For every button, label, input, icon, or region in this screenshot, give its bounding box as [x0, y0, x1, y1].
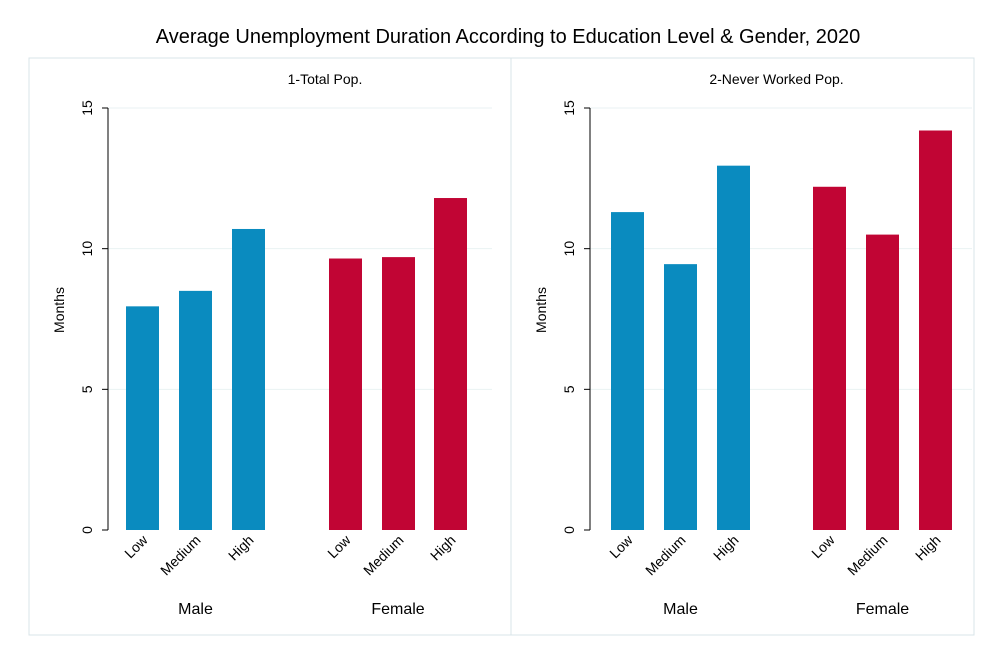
x-category-label: Medium [844, 532, 891, 579]
y-tick-label: 5 [561, 385, 577, 393]
x-category-label: High [912, 532, 944, 564]
group-label-male: Male [663, 601, 698, 618]
group-label-female: Female [856, 601, 909, 618]
x-category-label: Medium [642, 532, 689, 579]
y-tick-label: 0 [561, 526, 577, 534]
y-axis-label: Months [51, 287, 67, 333]
bar-female-medium [866, 234, 899, 530]
group-label-male: Male [178, 601, 213, 618]
bar-male-low [126, 306, 159, 530]
x-category-label: Medium [157, 532, 204, 579]
y-tick-label: 15 [79, 100, 95, 116]
bar-female-medium [382, 257, 415, 530]
x-category-label: High [427, 532, 459, 564]
bar-female-high [919, 130, 952, 531]
x-category-label: High [225, 532, 257, 564]
group-label-female: Female [371, 601, 424, 618]
x-category-label: Low [606, 531, 636, 561]
x-category-label: Low [324, 531, 354, 561]
x-category-label: Low [808, 531, 838, 561]
y-tick-label: 10 [79, 241, 95, 257]
bar-male-low [611, 212, 644, 531]
x-category-label: High [710, 532, 742, 564]
y-tick-label: 10 [561, 241, 577, 257]
bar-female-low [813, 186, 846, 531]
panel-frame [510, 57, 975, 636]
bar-male-medium [664, 264, 697, 530]
bar-female-high [434, 198, 467, 530]
bar-male-high [717, 165, 750, 530]
bar-male-medium [179, 290, 212, 530]
panel-title: 1-Total Pop. [288, 71, 363, 87]
y-tick-label: 5 [79, 385, 95, 393]
y-axis-label: Months [533, 287, 549, 333]
x-category-label: Low [121, 531, 151, 561]
panel-title: 2-Never Worked Pop. [709, 71, 843, 87]
chart-title: Average Unemployment Duration According … [156, 26, 861, 48]
y-tick-label: 0 [79, 526, 95, 534]
bar-female-low [329, 258, 362, 530]
x-category-label: Medium [360, 532, 407, 579]
bar-male-high [232, 228, 265, 530]
y-tick-label: 15 [561, 100, 577, 116]
